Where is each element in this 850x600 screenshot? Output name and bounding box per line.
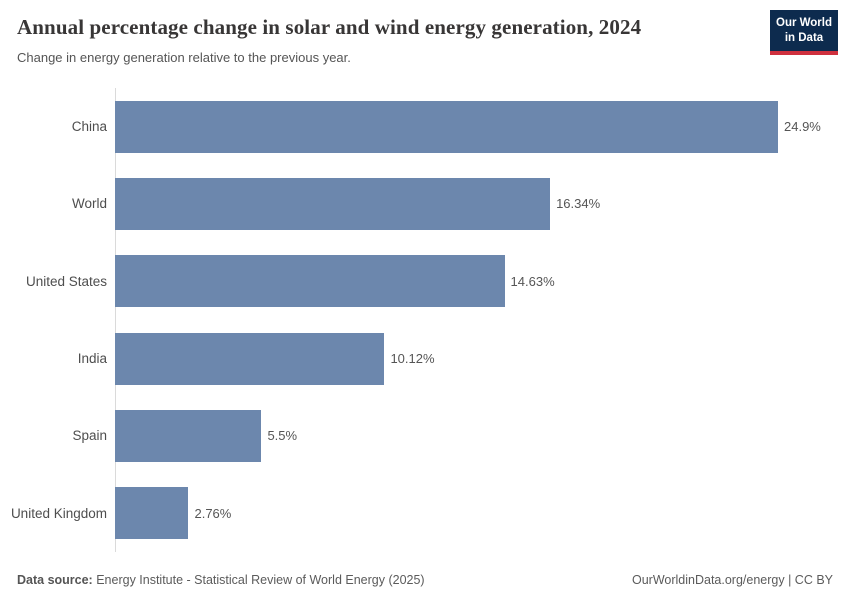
- owid-logo-line1: Our World: [776, 17, 833, 29]
- bar-chart: China 24.9% World 16.34% United States 14.63%…: [0, 88, 850, 552]
- data-source: Data source: Energy Institute - Statisti…: [17, 573, 425, 587]
- bar-row: World 16.34%: [0, 165, 850, 242]
- value-label: 5.5%: [267, 428, 298, 444]
- category-label: World: [71, 196, 107, 212]
- bar-united-states[interactable]: [115, 255, 505, 308]
- chart-subtitle: Change in energy generation relative to …: [17, 50, 351, 65]
- category-label: India: [77, 350, 107, 366]
- bar-track: 24.9%: [115, 100, 850, 153]
- value-label: 16.34%: [556, 196, 601, 212]
- chart-footer: Data source: Energy Institute - Statisti…: [17, 573, 833, 587]
- value-label: 2.76%: [194, 505, 232, 521]
- bar-india[interactable]: [115, 332, 385, 385]
- category-label: China: [71, 118, 107, 134]
- bar-row: India 10.12%: [0, 320, 850, 397]
- value-label: 24.9%: [784, 119, 821, 135]
- bar-row: United States 14.63%: [0, 243, 850, 320]
- data-source-label: Data source:: [17, 573, 93, 587]
- bar-track: 10.12%: [115, 332, 850, 385]
- chart-title: Annual percentage change in solar and wi…: [17, 15, 642, 39]
- bar-track: 2.76%: [115, 487, 850, 540]
- category-label: Spain: [72, 428, 107, 444]
- bar-row: Spain 5.5%: [0, 397, 850, 474]
- y-axis-line: [115, 88, 116, 552]
- value-label: 10.12%: [390, 351, 435, 367]
- category-label: United Kingdom: [10, 505, 107, 521]
- bar-world[interactable]: [115, 177, 551, 230]
- bar-spain[interactable]: [115, 409, 262, 462]
- bar-row: United Kingdom 2.76%: [0, 475, 850, 552]
- bar-track: 16.34%: [115, 177, 850, 230]
- bar-china[interactable]: [115, 100, 778, 153]
- value-label: 14.63%: [510, 273, 555, 289]
- bar-track: 5.5%: [115, 409, 850, 462]
- bar-row: China 24.9%: [0, 88, 850, 165]
- attribution-link[interactable]: OurWorldinData.org/energy | CC BY: [631, 573, 833, 587]
- bar-rows: China 24.9% World 16.34% United States 14.63%…: [0, 88, 850, 552]
- category-label: United States: [25, 273, 107, 289]
- owid-logo-line2: in Data: [784, 31, 824, 44]
- bar-united-kingdom[interactable]: [115, 487, 189, 540]
- owid-logo[interactable]: Our World in Data: [770, 10, 838, 55]
- data-source-text: Energy Institute - Statistical Review of…: [92, 573, 425, 587]
- bar-track: 14.63%: [115, 255, 850, 308]
